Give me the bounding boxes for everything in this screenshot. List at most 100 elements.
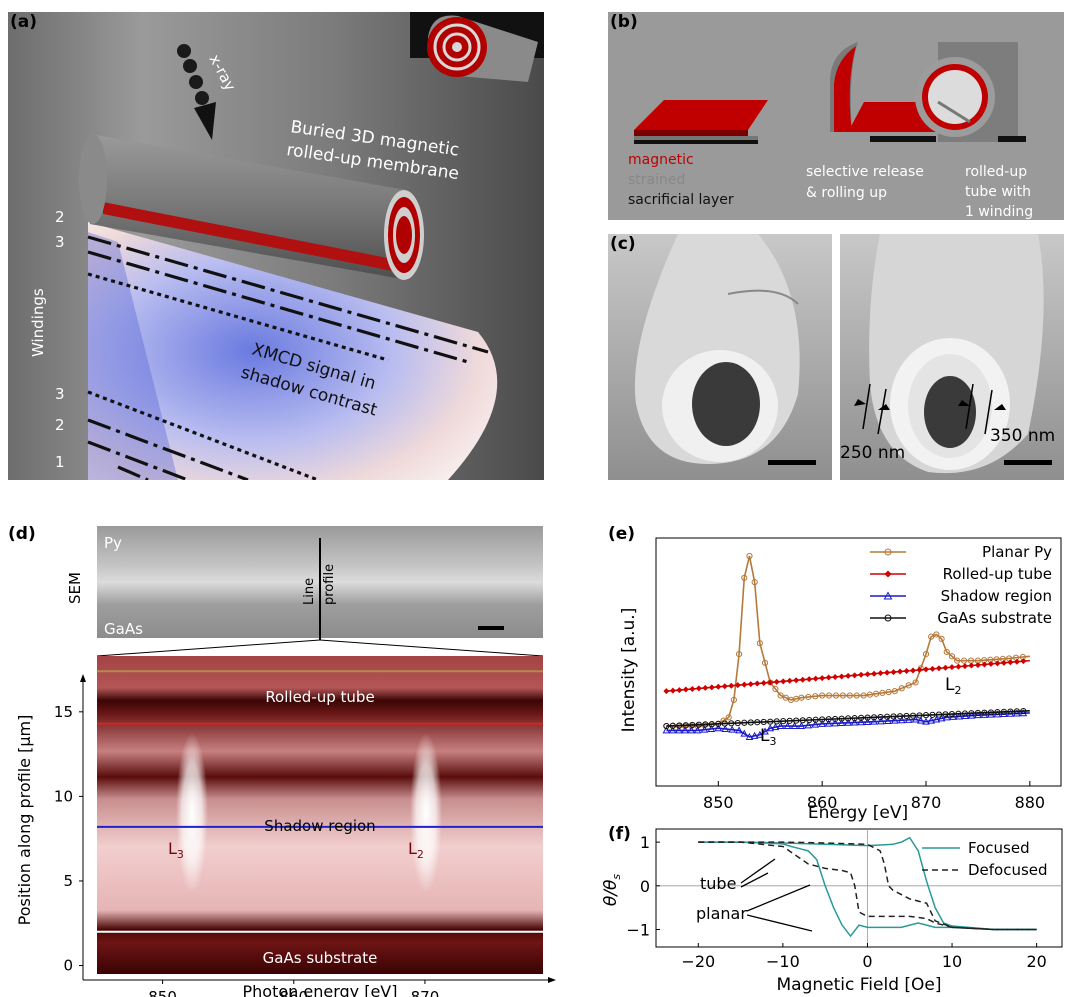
data-point [933,631,940,638]
data-point [669,722,676,729]
hysteresis-plot [656,829,1062,947]
legend-magnetic: magnetic [628,152,694,168]
heatmap-body [97,656,543,974]
data-point [1013,708,1020,715]
data-point [994,660,1001,667]
data-point [819,675,826,682]
data-point [974,662,981,668]
y-tick-label: 15 [54,703,73,721]
data-point [707,724,716,732]
data-point [897,668,904,675]
panel-c-label: (c) [610,234,636,254]
heatmap-profile-lines [97,670,543,933]
edge-label-l2: L2 [408,839,424,861]
data-point [725,714,732,721]
data-point [675,726,683,734]
data-point [793,677,800,684]
winding-number: 3 [55,385,65,403]
y-tick-label: 1 [640,833,650,852]
x-ticks: 850 860 870 880 [703,781,1045,812]
series-focused-branch-0 [698,841,1037,938]
x-tick-label: 870 [411,988,440,997]
dimension-250nm: 250 nm [840,443,905,463]
data-point [767,718,774,725]
data-point [728,682,735,689]
data-point [961,710,969,717]
data-point [832,715,839,723]
data-point [922,712,930,719]
data-point [981,709,988,716]
data-point [773,718,780,725]
data-point [746,552,753,560]
x-tick-label: 0 [862,952,872,971]
data-point [812,693,819,700]
l3-bright-edge [176,733,208,893]
data-point [837,718,846,727]
data-point [708,721,715,728]
data-point [819,716,826,723]
data-point [663,688,670,695]
data-point [772,685,779,693]
x-tick-label: 850 [148,988,177,997]
data-point [812,716,819,723]
data-point [844,718,852,726]
data-point [663,722,670,730]
data-point [676,687,683,694]
spectra-plot [662,552,1030,740]
data-point [864,671,871,678]
data-point [879,689,886,697]
data-point [870,717,878,725]
data-point [916,666,923,673]
series-focused-branch-1 [698,836,1037,931]
data-point [1020,707,1027,715]
data-point [783,721,792,730]
data-point [734,682,741,689]
data-point [851,715,858,722]
data-point [771,723,780,731]
panel-a: x-ray Buried 3D magnetic rolled-up membr… [8,12,544,482]
data-point [715,683,722,690]
l2-bright-edge [410,733,442,893]
x-tick-label: 20 [1026,952,1046,971]
panel-f-label: (f) [608,824,631,844]
data-point [942,664,949,671]
data-point [750,731,759,739]
data-point [891,716,899,724]
data-point [786,677,793,684]
data-point [797,721,806,730]
data-point [877,670,884,677]
data-point [960,657,968,664]
chart-e-xlabel: Energy [eV] [808,803,908,823]
y-tick-label: −1 [626,921,650,940]
series-defocused-branch-2 [698,841,1037,931]
data-point [700,725,709,733]
y-tick-label: 10 [54,787,73,805]
data-point [923,666,929,673]
data-point [676,722,683,729]
data-point [773,678,780,685]
data-point [832,673,839,680]
data-point [845,715,852,722]
inset-roll-illustration [427,15,538,83]
data-point [776,721,785,730]
data-point [786,717,793,724]
chart-f-ylabel: θ/θs [601,874,623,907]
data-point [799,676,806,683]
data-point [747,719,754,726]
annotation-planar: planar [696,904,747,923]
edge-label-l2: L2 [945,675,961,697]
data-point [761,659,769,666]
data-point [1013,658,1020,665]
data-point [884,716,892,724]
data-point [860,692,867,699]
data-point [734,719,741,727]
legend-label: Rolled-up tube [943,565,1052,583]
winding-number: 2 [55,416,65,434]
data-point [838,673,845,680]
data-point [922,651,930,658]
data-point [955,710,962,717]
edge-label-l3: L3 [168,839,184,861]
data-point [890,669,897,676]
data-point [896,713,904,720]
